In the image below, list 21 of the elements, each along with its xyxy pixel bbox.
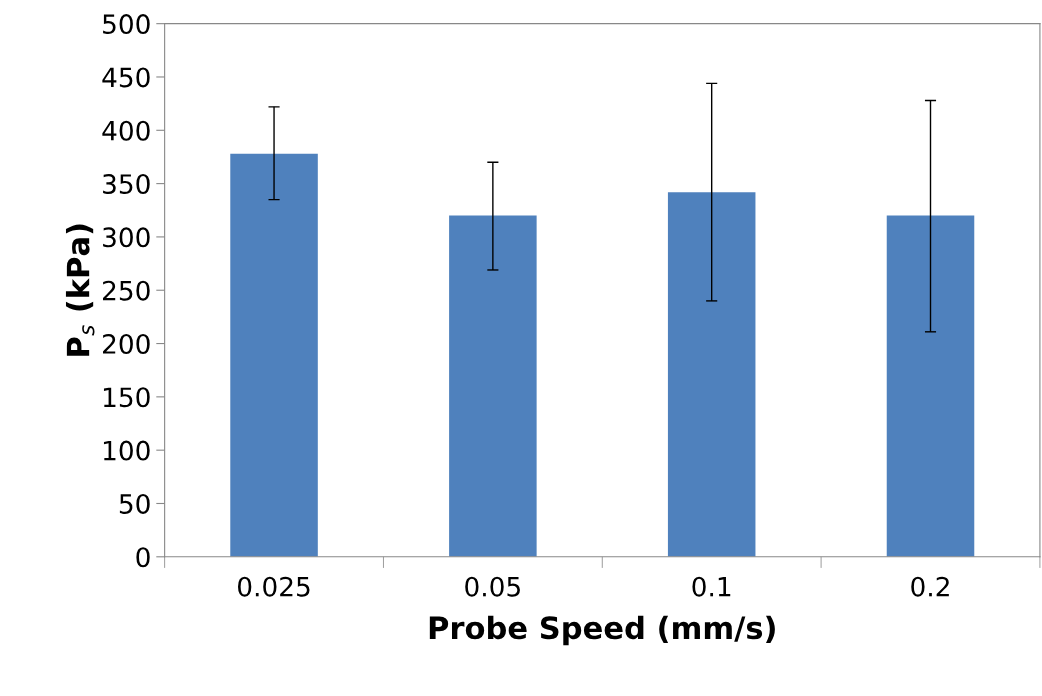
y-tick-label: 50 [119, 493, 150, 514]
y-tick-label: 0 [136, 547, 150, 568]
y-tick-label: 450 [102, 67, 150, 88]
y-tick-label: 300 [103, 227, 150, 248]
x-tick-label: 0.1 [692, 576, 731, 597]
y-tick-label: 200 [103, 333, 150, 354]
y-tick-label: 350 [103, 174, 150, 195]
x-axis-title: Probe Speed (mm/s) [429, 615, 775, 646]
bar [230, 153, 318, 557]
y-tick-label: 100 [103, 440, 150, 461]
y-tick-label: 150 [103, 387, 150, 408]
y-tick-label: 500 [103, 14, 150, 35]
bar [886, 215, 975, 557]
bar [449, 215, 537, 557]
x-tick-label: 0.05 [465, 576, 520, 597]
y-tick-label: 250 [103, 280, 150, 301]
bar [667, 192, 756, 557]
y-tick-label: 400 [102, 120, 150, 141]
x-tick-label: 0.2 [911, 576, 949, 597]
x-tick-label: 0.025 [238, 576, 310, 597]
y-axis-title: P$_{s}$ (kPa) [65, 224, 95, 356]
